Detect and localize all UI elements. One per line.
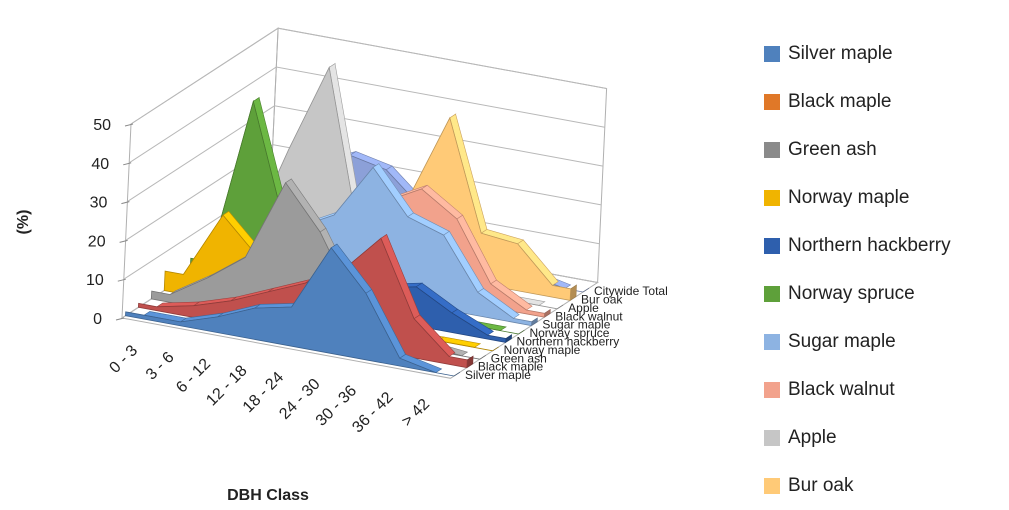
area-side [505,334,512,343]
area-face [125,247,455,377]
depth-label: Citywide Total [594,284,668,298]
legend-item: Sugar maple [764,318,1004,366]
legend-swatch [764,46,780,62]
gridline [130,27,607,125]
y-tick-label: 30 [90,195,108,212]
legend-item: Black walnut [764,366,1004,414]
depth-label: Silver maple [465,368,531,382]
y-axis-title: (%) [15,210,32,235]
depth-label: Bur oak [581,293,623,307]
legend-swatch [764,334,780,350]
area-side [531,317,538,327]
legend-item: Bur oak [764,462,1004,510]
legend-item: Apple [764,414,1004,462]
y-tick-label: 0 [93,311,102,328]
legend-item: Northern hackberry [764,222,1004,270]
depth-label: Sugar maple [542,318,610,332]
legend-swatch [764,238,780,254]
legend-label: Black walnut [788,379,895,400]
area-side [453,371,461,377]
legend-item: Norway maple [764,174,1004,222]
area-side [492,346,499,352]
legend-swatch [764,478,780,494]
depth-label: Black walnut [555,309,623,323]
legend-swatch [764,142,780,158]
depth-label: Black maple [478,360,544,374]
y-tick-label: 10 [86,272,104,289]
y-tick-mark [119,239,128,243]
depth-label: Norway spruce [529,326,609,340]
y-tick-label: 40 [91,156,109,173]
depth-label: Norway maple [504,343,581,357]
legend-label: Black maple [788,91,892,112]
x-tick-label: 3 - 6 [143,349,178,384]
series-area [125,243,461,377]
area-side [569,284,577,301]
y-tick-mark [123,162,132,166]
y-tick-label: 20 [88,233,106,250]
y-tick-mark [124,123,134,127]
legend-item: Green ash [764,126,1004,174]
legend-label: Sugar maple [788,331,896,352]
depth-label: Green ash [491,351,547,365]
depth-label: Northern hackberry [517,335,620,349]
x-axis-title: DBH Class [227,487,309,504]
area-side [557,304,564,310]
y-tick-mark [121,201,130,205]
legend: Silver maple Black maple Green ash Norway m… [764,30,1004,510]
series-layer [125,62,590,377]
legend-label: Green ash [788,139,877,160]
area-side [466,355,474,369]
legend-swatch [764,382,780,398]
legend-label: Silver maple [788,43,893,64]
x-tick-label: 0 - 3 [106,342,141,377]
area-side [543,308,551,318]
legend-label: Apple [788,427,837,448]
legend-item: Black maple [764,78,1004,126]
legend-label: Norway spruce [788,283,915,304]
gridline [125,144,602,241]
area-side [518,329,525,335]
y-tick-label: 50 [93,117,111,134]
legend-swatch [764,430,780,446]
legend-swatch [764,190,780,206]
series-area [202,163,538,327]
legend-swatch [764,286,780,302]
gridline [128,66,605,164]
area-side [582,287,590,293]
legend-label: Norway maple [788,187,910,208]
legend-label: Northern hackberry [788,235,951,256]
legend-item: Silver maple [764,30,1004,78]
legend-label: Bur oak [788,475,854,496]
y-tick-mark [115,317,125,321]
area-side [479,355,486,360]
legend-item: Norway spruce [764,270,1004,318]
x-tick-label: > 42 [399,396,433,430]
depth-label: Apple [568,301,599,315]
legend-swatch [764,94,780,110]
x-tick-label: 6 - 12 [173,355,214,396]
gridline [127,105,604,203]
y-tick-mark [117,278,126,282]
